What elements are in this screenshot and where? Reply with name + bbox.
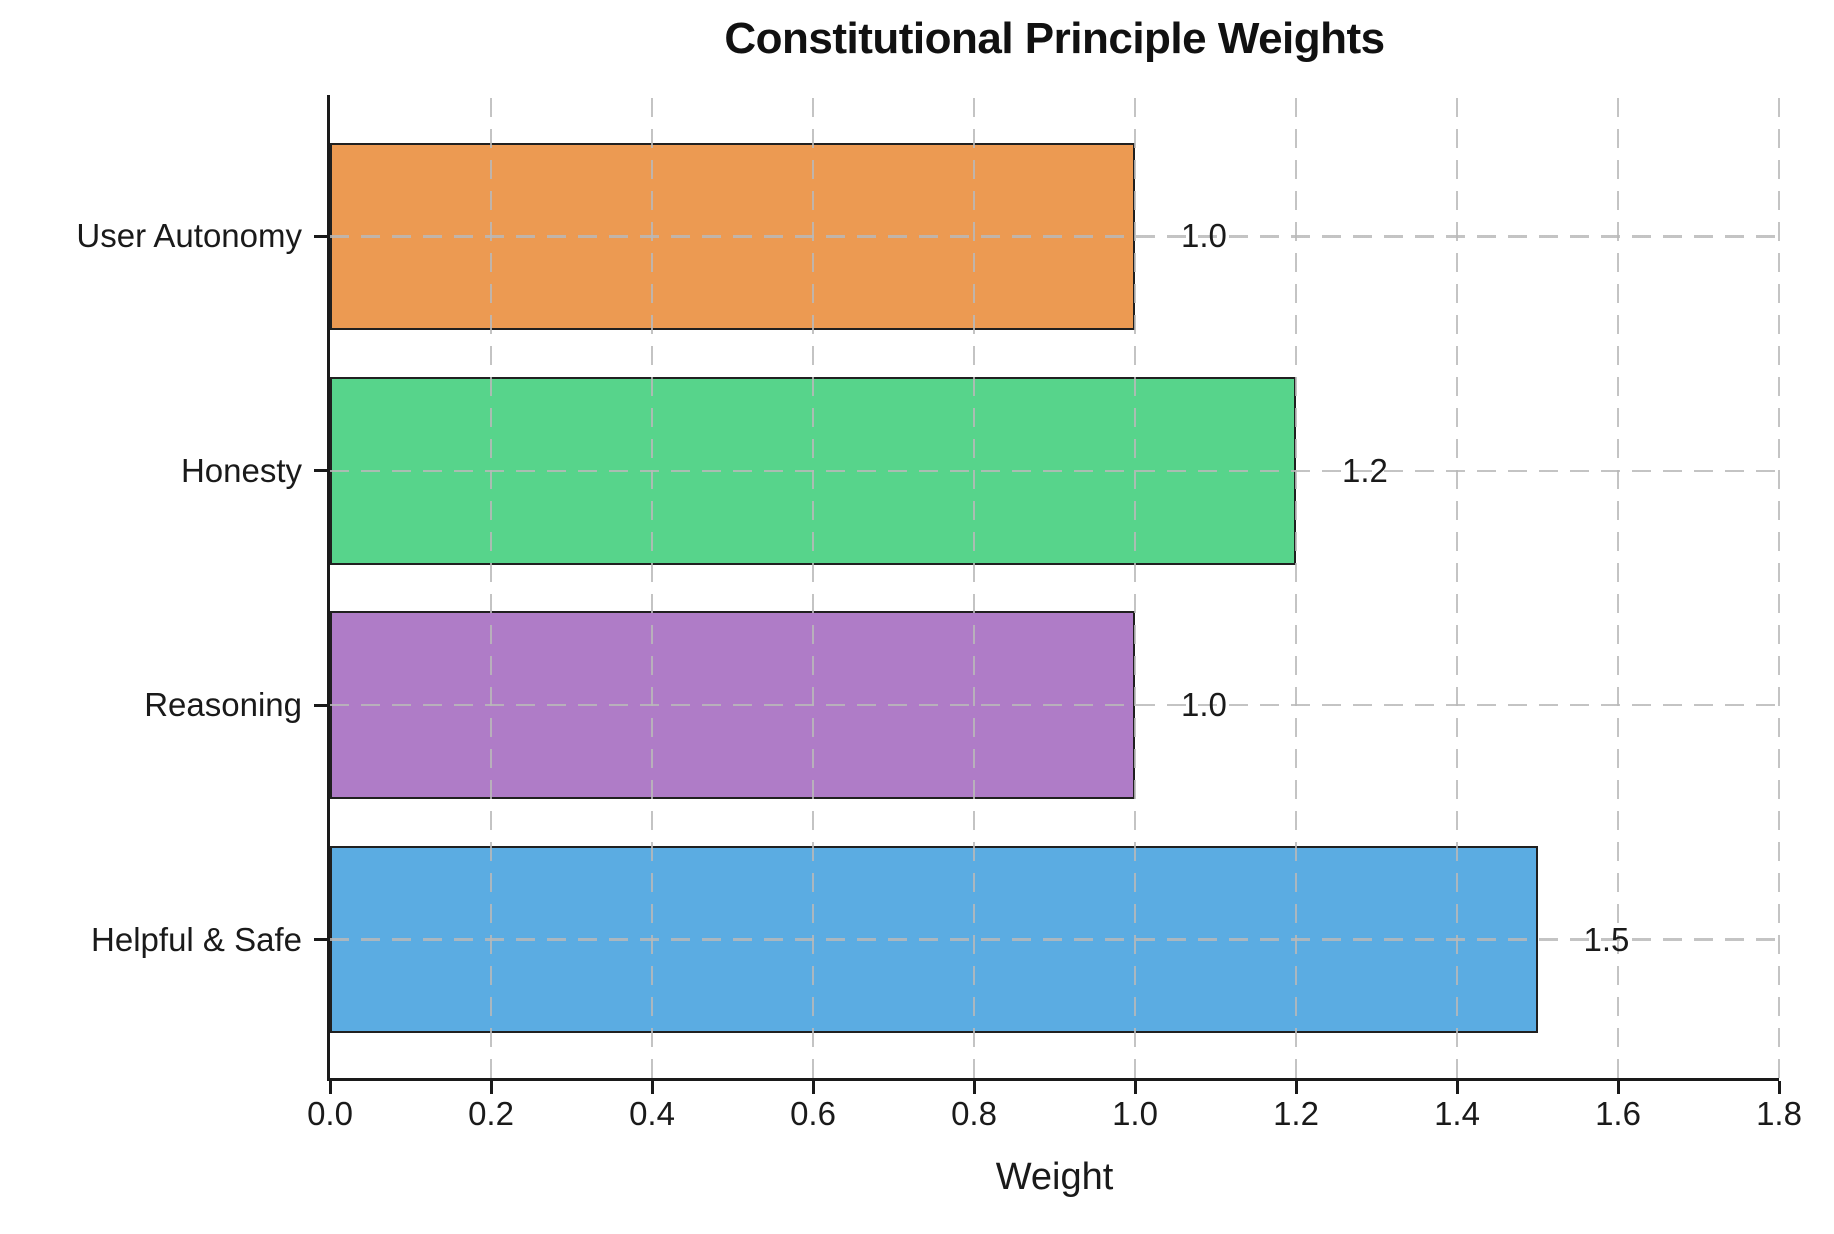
x-tick-label-0.4: 0.4 — [629, 1095, 675, 1132]
x-tick-1.2 — [1294, 1081, 1298, 1094]
plot-area: 1.0 1.2 1.0 1.5 — [330, 98, 1781, 1078]
x-tick-1.4 — [1455, 1081, 1459, 1094]
y-tick-helpful-safe — [314, 938, 327, 942]
x-tick-0.8 — [972, 1081, 976, 1094]
x-axis-label: Weight — [995, 1156, 1114, 1198]
x-tick-1.8 — [1777, 1081, 1781, 1094]
y-category-label-helpful-safe: Helpful & Safe — [91, 920, 302, 958]
x-tick-0.2 — [489, 1081, 493, 1094]
x-tick-label-1.0: 1.0 — [1112, 1095, 1158, 1132]
x-tick-label-1.2: 1.2 — [1273, 1095, 1319, 1132]
x-tick-0.0 — [328, 1081, 332, 1094]
y-tick-honesty — [314, 469, 327, 473]
y-tick-reasoning — [314, 703, 327, 707]
x-axis-spine — [327, 1078, 1779, 1081]
y-category-label-reasoning: Reasoning — [144, 686, 302, 724]
bar-value-label-helpful-safe: 1.5 — [1583, 920, 1630, 958]
value-label-layer: 1.0 1.2 1.0 1.5 — [330, 98, 1779, 1078]
x-tick-0.6 — [811, 1081, 815, 1094]
x-tick-label-0.0: 0.0 — [307, 1095, 353, 1132]
bar-value-label-honesty: 1.2 — [1342, 451, 1388, 489]
x-tick-1.0 — [1133, 1081, 1137, 1094]
y-tick-user-autonomy — [314, 234, 327, 238]
x-tick-label-1.8: 1.8 — [1756, 1095, 1802, 1132]
bar-value-label-reasoning: 1.0 — [1181, 686, 1227, 724]
x-tick-label-1.6: 1.6 — [1595, 1095, 1641, 1132]
x-tick-0.4 — [650, 1081, 654, 1094]
y-category-label-user-autonomy: User Autonomy — [76, 217, 302, 255]
y-axis-spine — [327, 95, 330, 1081]
x-tick-label-0.6: 0.6 — [790, 1095, 836, 1132]
y-category-label-honesty: Honesty — [180, 451, 302, 489]
bar-value-label-user-autonomy: 1.0 — [1181, 217, 1227, 255]
x-tick-label-1.4: 1.4 — [1434, 1095, 1480, 1132]
x-tick-1.6 — [1616, 1081, 1620, 1094]
x-tick-label-0.8: 0.8 — [951, 1095, 997, 1132]
chart-title: Constitutional Principle Weights — [724, 14, 1385, 63]
x-tick-label-0.2: 0.2 — [468, 1095, 514, 1132]
